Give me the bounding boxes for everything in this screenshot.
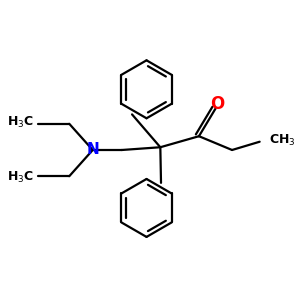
Text: O: O xyxy=(210,95,224,113)
Text: H$_3$C: H$_3$C xyxy=(7,170,33,185)
Text: N: N xyxy=(86,142,99,158)
Text: H$_3$C: H$_3$C xyxy=(7,115,33,130)
Text: CH$_3$: CH$_3$ xyxy=(269,133,296,148)
